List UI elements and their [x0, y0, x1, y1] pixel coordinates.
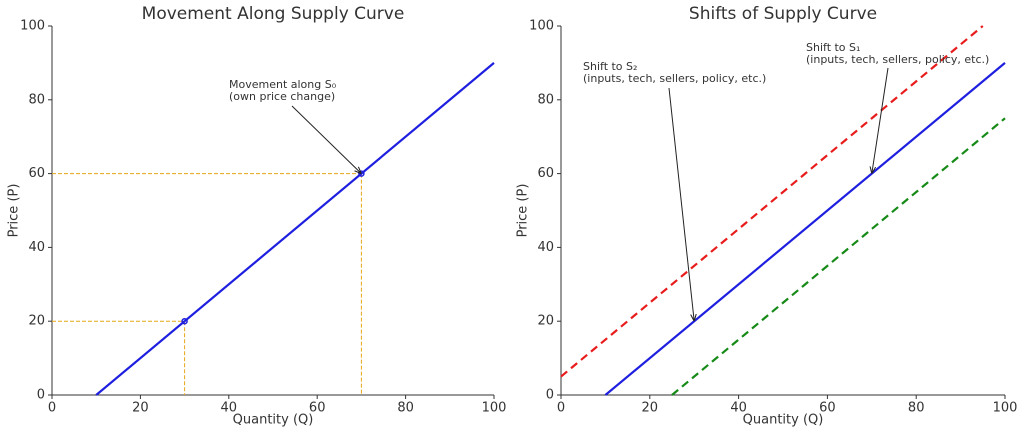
supply-curve — [671, 117, 1006, 396]
supply-curve — [560, 25, 984, 378]
y-tick-label: 60 — [537, 166, 554, 181]
y-tick-label: 40 — [28, 240, 45, 255]
x-tick-label: 40 — [730, 401, 747, 416]
y-tick-label: 20 — [537, 314, 554, 329]
annotation-text: (own price change) — [229, 90, 335, 103]
x-tick-label: 60 — [309, 401, 326, 416]
x-tick-label: 0 — [48, 401, 56, 416]
x-tick-label: 80 — [397, 401, 414, 416]
y-tick-label: 100 — [20, 19, 45, 34]
y-axis-label: Price (P) — [516, 184, 531, 238]
y-tick-label: 20 — [28, 314, 45, 329]
x-tick-label: 100 — [993, 401, 1018, 416]
annotation-arrow — [291, 105, 361, 174]
y-tick-label: 80 — [537, 92, 554, 107]
y-tick-label: 0 — [37, 388, 45, 403]
x-tick-label: 20 — [132, 401, 149, 416]
annotation-arrow — [668, 87, 694, 321]
x-axis-label: Quantity (Q) — [743, 413, 824, 428]
x-tick-label: 20 — [642, 401, 659, 416]
x-tick-label: 80 — [908, 401, 925, 416]
y-tick-label: 40 — [537, 240, 554, 255]
y-tick-label: 80 — [28, 92, 45, 107]
annotation-text: Movement along S₀ — [229, 78, 337, 91]
point — [181, 317, 188, 325]
x-tick-label: 0 — [557, 401, 565, 416]
annotation-arrow — [872, 67, 889, 174]
annotation-text: (inputs, tech, sellers, policy, etc.) — [583, 72, 766, 85]
y-axis-label: Price (P) — [7, 184, 22, 238]
x-tick-label: 60 — [819, 401, 836, 416]
x-tick-label: 100 — [482, 401, 507, 416]
chart-title: Shifts of Supply Curve — [689, 4, 877, 24]
y-tick-label: 60 — [28, 166, 45, 181]
annotation-text: (inputs, tech, sellers, policy, etc.) — [806, 53, 989, 66]
supply-curve — [604, 62, 1006, 396]
y-tick-label: 0 — [546, 388, 554, 403]
y-tick-label: 100 — [529, 19, 554, 34]
x-tick-label: 40 — [221, 401, 238, 416]
annotation-text: Shift to S₂ — [583, 60, 637, 73]
x-axis-label: Quantity (Q) — [233, 413, 314, 428]
supply-curve — [95, 62, 495, 396]
annotation-text: Shift to S₁ — [806, 41, 860, 54]
chart-title: Movement Along Supply Curve — [142, 4, 405, 24]
